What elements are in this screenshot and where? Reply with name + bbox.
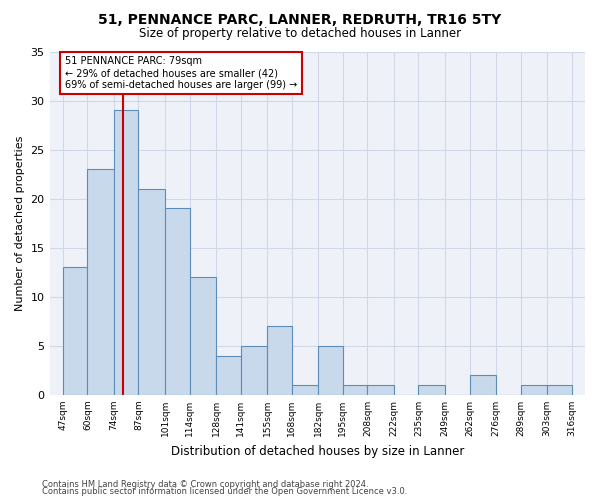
Bar <box>216 356 241 395</box>
Bar <box>165 208 190 395</box>
Text: Size of property relative to detached houses in Lanner: Size of property relative to detached ho… <box>139 28 461 40</box>
Bar <box>267 326 292 395</box>
Bar <box>114 110 139 395</box>
Bar <box>470 376 496 395</box>
Y-axis label: Number of detached properties: Number of detached properties <box>15 136 25 311</box>
Bar <box>190 277 216 395</box>
Bar <box>241 346 267 395</box>
Bar <box>292 385 318 395</box>
Text: Contains public sector information licensed under the Open Government Licence v3: Contains public sector information licen… <box>42 487 407 496</box>
Bar <box>343 385 367 395</box>
Bar <box>367 385 394 395</box>
Text: Contains HM Land Registry data © Crown copyright and database right 2024.: Contains HM Land Registry data © Crown c… <box>42 480 368 489</box>
Bar <box>88 169 114 395</box>
Bar <box>318 346 343 395</box>
Bar <box>63 268 88 395</box>
Bar <box>521 385 547 395</box>
Bar <box>139 189 165 395</box>
Text: 51, PENNANCE PARC, LANNER, REDRUTH, TR16 5TY: 51, PENNANCE PARC, LANNER, REDRUTH, TR16… <box>98 12 502 26</box>
Bar <box>418 385 445 395</box>
X-axis label: Distribution of detached houses by size in Lanner: Distribution of detached houses by size … <box>170 444 464 458</box>
Bar <box>547 385 572 395</box>
Text: 51 PENNANCE PARC: 79sqm
← 29% of detached houses are smaller (42)
69% of semi-de: 51 PENNANCE PARC: 79sqm ← 29% of detache… <box>65 56 297 90</box>
